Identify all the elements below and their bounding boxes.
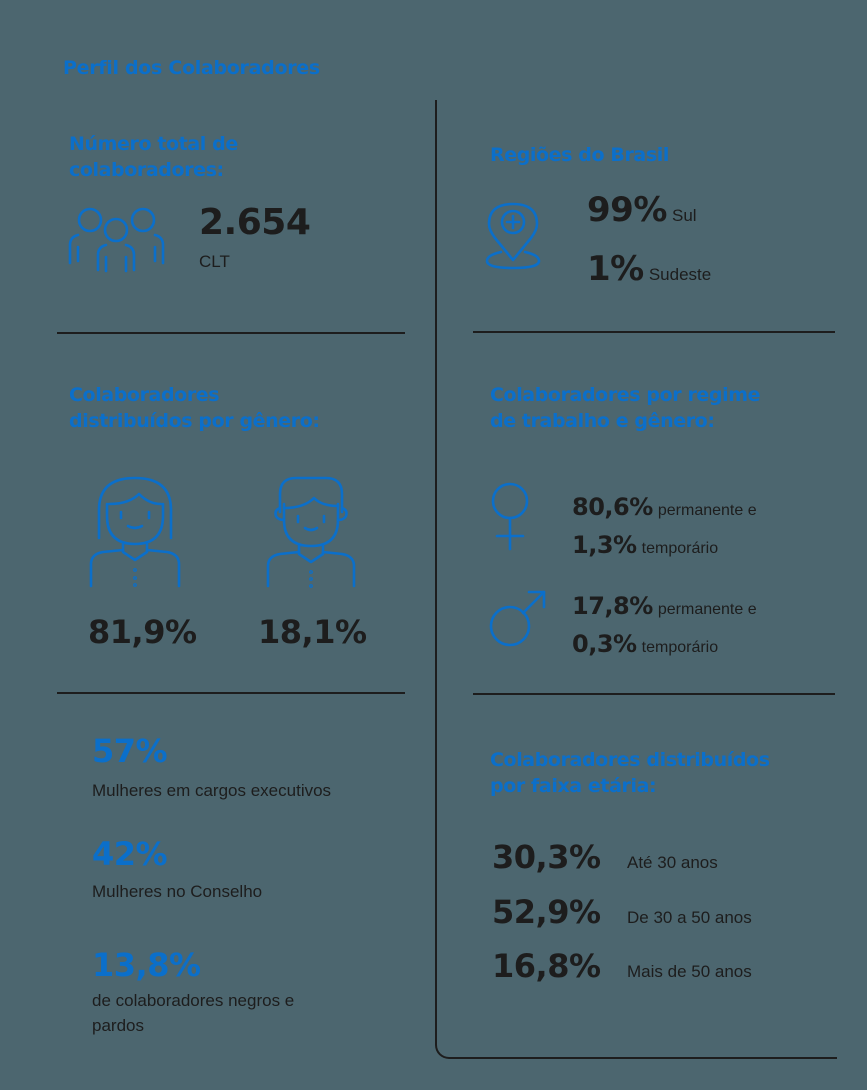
center-divider — [435, 100, 837, 1059]
age-under30-label: Até 30 anos — [627, 853, 718, 872]
board-women-percent: 42% — [92, 835, 168, 873]
divider-right-2 — [473, 693, 835, 695]
black-brown-label-line2: pardos — [92, 1016, 144, 1035]
female-temporary-label: temporário — [641, 540, 719, 557]
map-pin-icon — [485, 202, 541, 270]
age-under30-percent: 30,3% — [492, 838, 601, 876]
women-percent: 81,9% — [88, 613, 197, 651]
regions-heading: Regiões do Brasil — [490, 144, 669, 166]
age-over50-percent: 16,8% — [492, 947, 601, 985]
female-permanent-percent: 80,6% — [572, 493, 653, 521]
black-brown-percent: 13,8% — [92, 946, 201, 984]
age-heading-line2: por faixa etária: — [490, 775, 657, 797]
executive-women-percent: 57% — [92, 732, 168, 770]
age-heading-line1: Colaboradores distribuídos — [490, 749, 770, 771]
age-over50-label: Mais de 50 anos — [627, 962, 752, 981]
gender-heading-line2: distribuídos por gênero: — [69, 410, 320, 432]
regime-heading-line2: de trabalho e gênero: — [490, 410, 715, 432]
male-temporary-label: temporário — [641, 639, 719, 656]
divider-left-1 — [57, 332, 405, 334]
total-value: 2.654 — [199, 202, 311, 243]
age-30to50-label: De 30 a 50 anos — [627, 908, 752, 927]
female-permanent-label: permanente e — [657, 502, 757, 519]
gender-heading-line1: Colaboradores — [69, 384, 220, 406]
southeast-percent: 1% — [587, 249, 644, 289]
board-women-label: Mulheres no Conselho — [92, 882, 263, 901]
male-permanent-percent: 17,8% — [572, 592, 653, 620]
man-avatar-icon — [266, 476, 356, 588]
south-label: Sul — [671, 206, 697, 225]
woman-avatar-icon — [89, 476, 181, 588]
male-temporary-percent: 0,3% — [572, 630, 637, 658]
southeast-label: Sudeste — [648, 265, 712, 284]
total-heading-line2: colaboradores: — [69, 159, 224, 181]
group-people-icon — [68, 207, 165, 273]
female-temporary-percent: 1,3% — [572, 531, 637, 559]
total-heading-line1: Número total de — [69, 133, 238, 155]
male-permanent-label: permanente e — [657, 601, 757, 618]
female-symbol-icon — [491, 482, 529, 551]
men-percent: 18,1% — [258, 613, 367, 651]
south-percent: 99% — [587, 190, 667, 230]
total-label: CLT — [199, 252, 230, 271]
page-title: Perfil dos Colaboradores — [63, 57, 320, 79]
executive-women-label: Mulheres em cargos executivos — [92, 781, 332, 800]
divider-left-2 — [57, 692, 405, 694]
black-brown-label-line1: de colaboradores negros e — [92, 991, 295, 1010]
regime-heading-line1: Colaboradores por regime — [490, 384, 761, 406]
age-30to50-percent: 52,9% — [492, 893, 601, 931]
divider-right-1 — [473, 331, 835, 333]
male-symbol-icon — [489, 590, 546, 647]
